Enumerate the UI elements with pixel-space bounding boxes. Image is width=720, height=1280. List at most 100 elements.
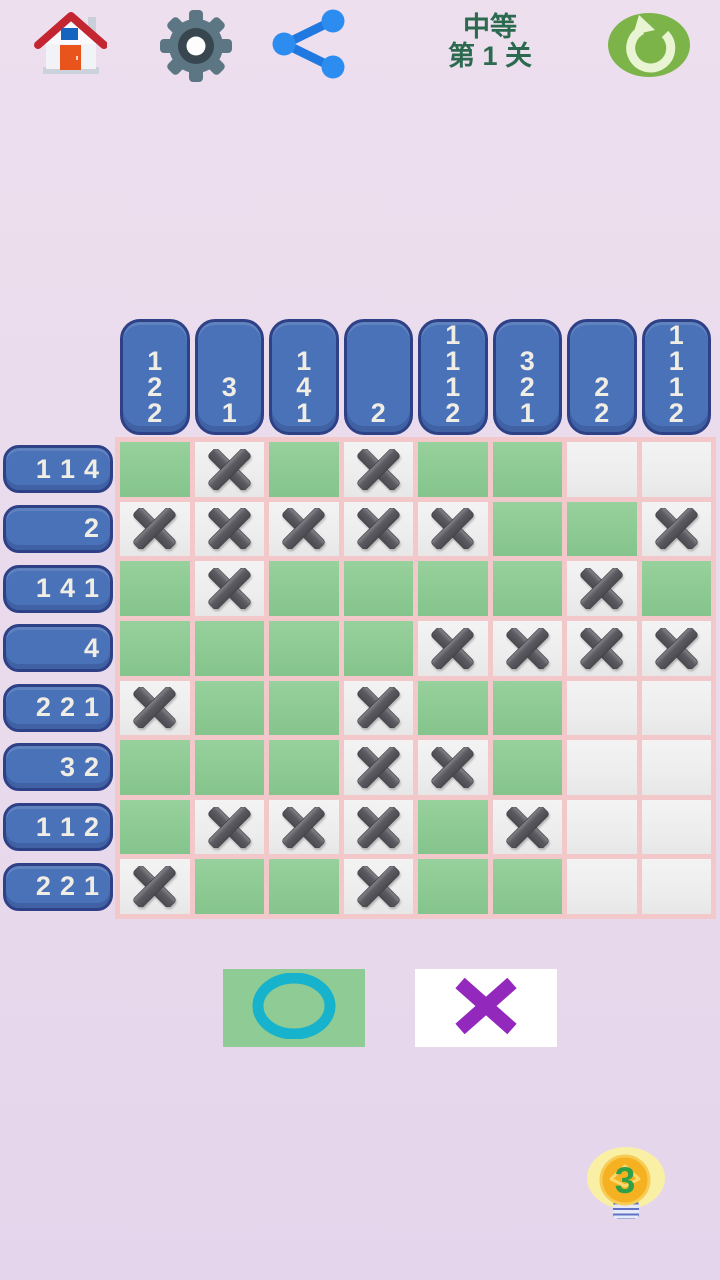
- grid-cell[interactable]: [269, 442, 339, 497]
- grid-cell[interactable]: [641, 680, 711, 736]
- grid-cell[interactable]: [343, 620, 413, 676]
- home-button[interactable]: [33, 12, 108, 80]
- fill-tool-button[interactable]: [223, 969, 365, 1047]
- grid-cell[interactable]: [343, 501, 413, 557]
- grid-cell[interactable]: [269, 561, 339, 616]
- grid-cell[interactable]: [641, 442, 711, 497]
- grid-cell[interactable]: [269, 620, 339, 676]
- clue-number: 2: [370, 398, 386, 428]
- col-clue-pill: 2: [343, 319, 413, 435]
- grid-cell[interactable]: [194, 561, 264, 616]
- lightbulb-icon: 3: [580, 1147, 676, 1242]
- grid-cell[interactable]: [418, 561, 488, 616]
- grid-cell[interactable]: [194, 859, 264, 914]
- grid-cell[interactable]: [418, 799, 488, 855]
- grid-cell[interactable]: [269, 680, 339, 736]
- grid-cell[interactable]: [343, 740, 413, 795]
- clue-number: 1: [519, 398, 535, 428]
- grid-cell[interactable]: [418, 740, 488, 795]
- grid-cell[interactable]: [120, 680, 190, 736]
- grid-cell[interactable]: [567, 799, 637, 855]
- settings-button[interactable]: [158, 7, 234, 85]
- grid-cell[interactable]: [492, 561, 562, 616]
- grid-cell[interactable]: [492, 620, 562, 676]
- grid-cell[interactable]: [343, 561, 413, 616]
- grid-cell[interactable]: [120, 501, 190, 557]
- grid-cell[interactable]: [194, 442, 264, 497]
- grid-cell[interactable]: [120, 442, 190, 497]
- grid-cell[interactable]: [269, 740, 339, 795]
- grid-cell[interactable]: [567, 859, 637, 914]
- grid-cell[interactable]: [641, 740, 711, 795]
- grid-cell[interactable]: [567, 680, 637, 736]
- grid-cell[interactable]: [418, 859, 488, 914]
- grid-cell[interactable]: [418, 442, 488, 497]
- grid-cell[interactable]: [269, 859, 339, 914]
- row-clue-pill: 2: [3, 504, 113, 553]
- clue-number: 2: [594, 398, 610, 428]
- clue-number: 2: [59, 871, 75, 902]
- restart-button[interactable]: [606, 12, 692, 78]
- clue-number: 3: [519, 346, 535, 376]
- grid-cell[interactable]: [641, 501, 711, 557]
- row-clue-pill: 4: [3, 624, 113, 673]
- grid-cell[interactable]: [492, 859, 562, 914]
- grid-cell[interactable]: [343, 442, 413, 497]
- level-stage: 第 1 关: [447, 41, 533, 71]
- grid-cell[interactable]: [641, 561, 711, 616]
- grid-cell[interactable]: [567, 561, 637, 616]
- mark-tool-button[interactable]: [415, 969, 557, 1047]
- hint-button[interactable]: 3: [580, 1140, 676, 1238]
- grid-cell[interactable]: [269, 799, 339, 855]
- clue-number: 1: [147, 346, 163, 376]
- clue-number: 2: [445, 398, 461, 428]
- puzzle-grid: [115, 437, 716, 919]
- grid-cell[interactable]: [567, 620, 637, 676]
- grid-cell[interactable]: [418, 620, 488, 676]
- grid-cell[interactable]: [269, 501, 339, 557]
- grid-cell[interactable]: [492, 680, 562, 736]
- grid-cell[interactable]: [418, 680, 488, 736]
- grid-cell[interactable]: [120, 561, 190, 616]
- grid-cell[interactable]: [194, 680, 264, 736]
- clue-number: 1: [445, 346, 461, 376]
- grid-cell[interactable]: [567, 740, 637, 795]
- grid-cell[interactable]: [641, 799, 711, 855]
- grid-cell[interactable]: [492, 799, 562, 855]
- grid-cell[interactable]: [492, 442, 562, 497]
- clue-number: 1: [83, 871, 99, 902]
- clue-number: 2: [147, 398, 163, 428]
- grid-cell[interactable]: [567, 501, 637, 557]
- grid-cell[interactable]: [120, 620, 190, 676]
- grid-cell[interactable]: [418, 501, 488, 557]
- grid-cell[interactable]: [120, 859, 190, 914]
- grid-cell[interactable]: [492, 501, 562, 557]
- clue-number: 1: [83, 573, 99, 604]
- grid-cell[interactable]: [120, 799, 190, 855]
- grid-cell[interactable]: [194, 620, 264, 676]
- grid-cell[interactable]: [120, 740, 190, 795]
- share-button[interactable]: [270, 8, 356, 80]
- grid-cell[interactable]: [567, 442, 637, 497]
- grid-cell[interactable]: [343, 799, 413, 855]
- clue-number: 1: [668, 346, 684, 376]
- clue-number: 1: [35, 573, 51, 604]
- grid-cell[interactable]: [641, 859, 711, 914]
- grid-cell[interactable]: [194, 799, 264, 855]
- cross-icon: [453, 977, 519, 1039]
- grid-cell[interactable]: [343, 680, 413, 736]
- clue-number: 1: [668, 372, 684, 402]
- grid-cell[interactable]: [641, 620, 711, 676]
- grid-cell[interactable]: [194, 740, 264, 795]
- grid-cell[interactable]: [343, 859, 413, 914]
- grid-cell[interactable]: [492, 740, 562, 795]
- grid-cell[interactable]: [194, 501, 264, 557]
